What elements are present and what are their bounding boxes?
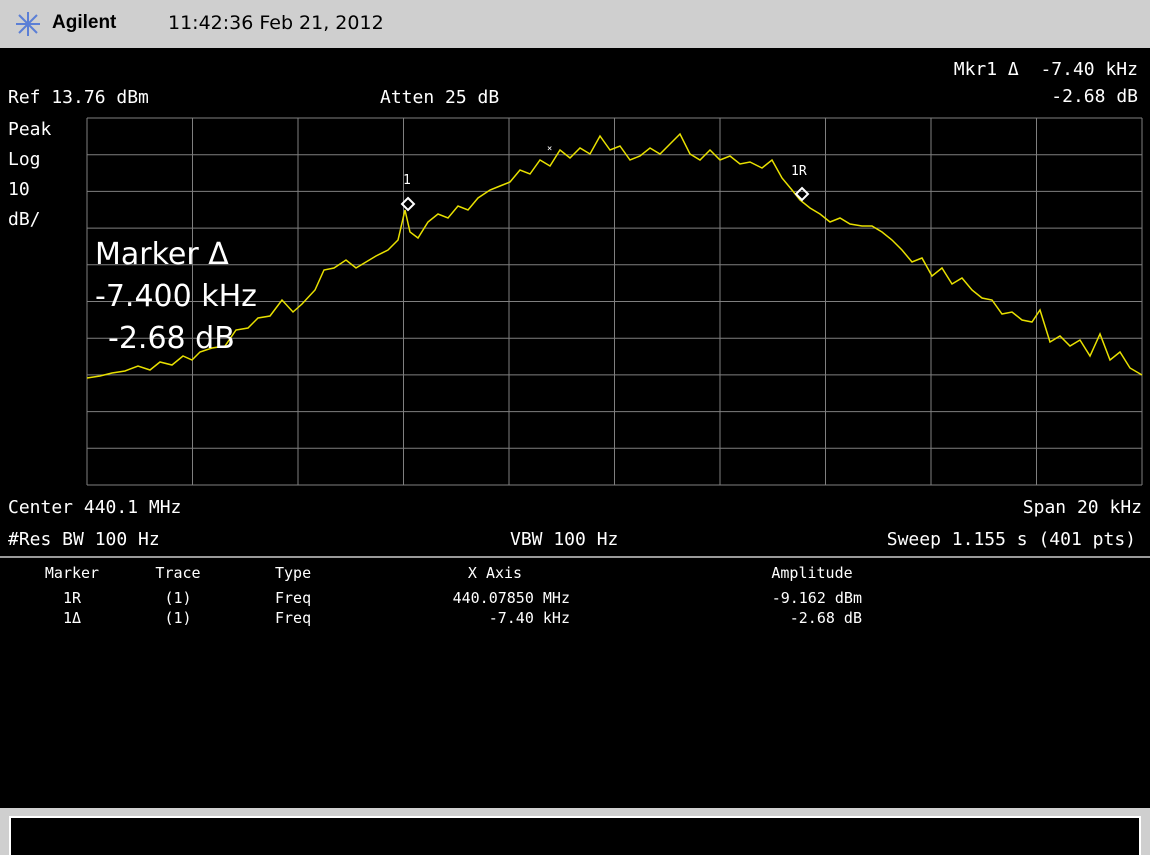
vbw: VBW 100 Hz — [510, 529, 619, 550]
marker-1 — [400, 196, 416, 212]
marker-readout-x: -7.40 kHz — [1040, 59, 1138, 80]
marker-box-line: Marker Δ — [95, 237, 229, 272]
table-cell: Freq — [275, 609, 312, 627]
span: Span 20 kHz — [1022, 497, 1142, 518]
trace — [86, 132, 1143, 379]
table-cell: -7.40 kHz — [488, 609, 570, 627]
title-bar: Agilent 11:42:36 Feb 21, 2012 — [0, 0, 1150, 48]
ref-level: Ref 13.76 dBm — [8, 87, 149, 108]
marker-readout-y: -2.68 dB — [1051, 86, 1138, 107]
table-cell: 440.07850 MHz — [452, 589, 570, 607]
marker-label: 1R — [791, 164, 807, 179]
table-cell: Freq — [275, 589, 312, 607]
scale-label: Log — [8, 149, 41, 170]
column-header: Type — [275, 564, 312, 582]
attenuation: Atten 25 dB — [380, 87, 500, 108]
table-cell: -2.68 dB — [789, 609, 862, 627]
separator — [0, 556, 1150, 558]
table-cell: -9.162 dBm — [771, 589, 862, 607]
table-cell: 1Δ — [62, 609, 82, 627]
scale-label: 10 — [8, 179, 30, 200]
timestamp: 11:42:36 Feb 21, 2012 — [168, 12, 384, 34]
scale-label: Peak — [8, 119, 52, 140]
marker-readout-label: Mkr1 Δ — [953, 59, 1019, 80]
peak-tick: ˟ — [546, 144, 553, 158]
marker-box-line: -7.400 kHz — [95, 279, 257, 314]
marker-1r — [794, 186, 810, 202]
table-cell: 1R — [62, 589, 82, 607]
column-header: Trace — [155, 564, 201, 582]
sweep: Sweep 1.155 s (401 pts) — [886, 529, 1136, 550]
entry-field — [9, 816, 1141, 855]
brand: Agilent — [52, 12, 117, 33]
center-freq: Center 440.1 MHz — [8, 497, 182, 518]
marker-box-line: -2.68 dB — [108, 321, 235, 356]
rbw: #Res BW 100 Hz — [8, 529, 160, 550]
scale-label: dB/ — [8, 209, 41, 230]
grid — [86, 117, 1143, 486]
column-header: Amplitude — [771, 564, 853, 582]
column-header: Marker — [44, 564, 100, 582]
logo — [16, 12, 40, 36]
column-header: X Axis — [467, 564, 523, 582]
graticule: ˟ — [86, 117, 1143, 486]
table-cell: (1) — [164, 609, 192, 627]
table-cell: (1) — [164, 589, 192, 607]
marker-readout-label: Mkr1 Δ -7.40 kHz — [954, 60, 1138, 80]
marker-label: 1 — [403, 173, 411, 188]
